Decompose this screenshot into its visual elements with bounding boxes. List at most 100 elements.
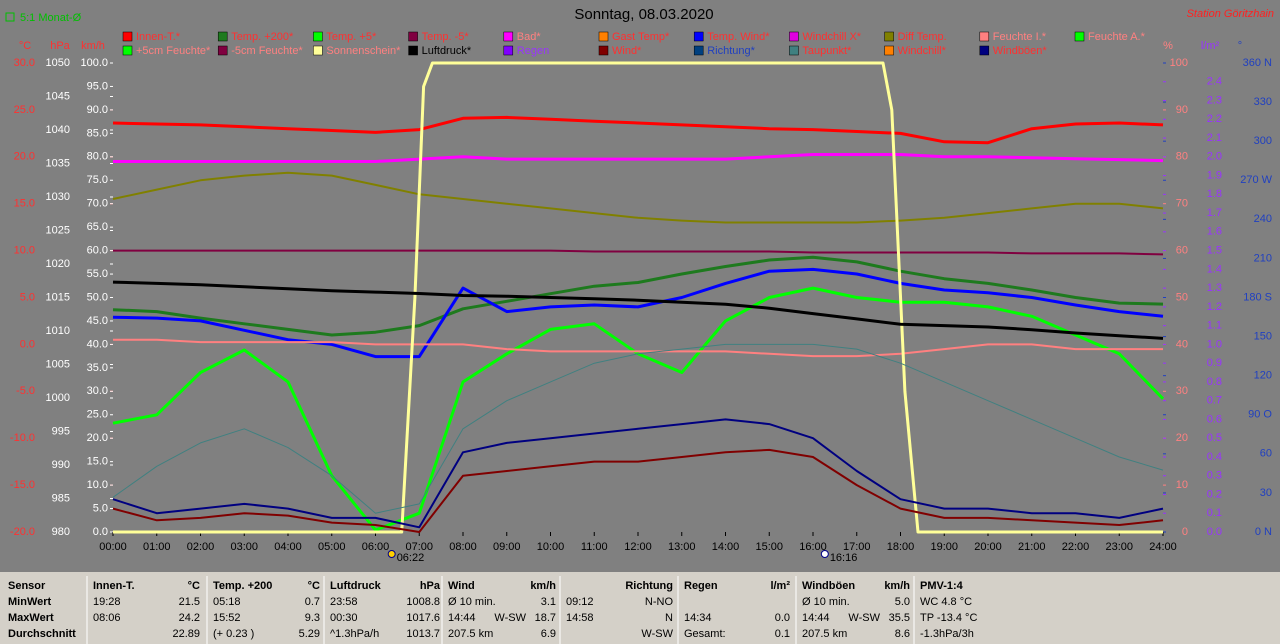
y-tick-label: 300 [1254, 135, 1272, 147]
table-cell: 3.1 [541, 596, 556, 608]
table-cell: 207.5 km [802, 628, 847, 640]
x-tick-label: 23:00 [1105, 541, 1133, 553]
y-tick-label: 1000 [46, 392, 70, 404]
axis-unit: °C [19, 40, 31, 52]
table-cell: N [665, 612, 673, 624]
table-cell: Richtung [625, 580, 673, 592]
y-tick-label: 0.6 [1207, 413, 1222, 425]
y-tick-label: 70.0 [87, 198, 108, 210]
x-tick-label: 10:00 [537, 541, 565, 553]
series-line [113, 61, 1163, 534]
x-tick-label: 00:00 [99, 541, 127, 553]
x-tick-label: 05:00 [318, 541, 346, 553]
y-tick-label: 65.0 [87, 221, 108, 233]
legend-swatch [789, 45, 799, 56]
y-tick-label: 30.0 [87, 385, 108, 397]
x-tick-label: 24:00 [1149, 541, 1177, 553]
table-cell: Luftdruck [330, 580, 382, 592]
y-tick-label: 980 [52, 526, 70, 538]
y-tick-label: 985 [52, 492, 70, 504]
legend-swatch [217, 45, 228, 56]
period-icon [5, 12, 15, 22]
y-tick-label: 75.0 [87, 174, 108, 186]
table-cell: W-SW [848, 612, 880, 624]
y-tick-label: 30.0 [14, 57, 35, 69]
table-cell: W-SW [641, 628, 673, 640]
y-tick-label: 90.0 [87, 104, 108, 116]
table-cell: Gesamt: [684, 628, 726, 640]
y-tick-label: 50.0 [87, 291, 108, 303]
table-cell: l/m² [770, 580, 790, 592]
legend-label: Feuchte I.* [993, 31, 1047, 43]
y-tick-label: 150 [1254, 330, 1272, 342]
axis-unit: hPa [50, 40, 70, 52]
x-tick-label: 09:00 [493, 541, 521, 553]
table-cell: 35.5 [889, 612, 910, 624]
legend-label: Sonnenschein* [326, 45, 401, 57]
legend-swatch [789, 31, 799, 42]
y-tick-label: 1025 [46, 224, 70, 236]
sun-label: 06:22 [397, 552, 425, 564]
x-tick-label: 14:00 [712, 541, 740, 553]
y-tick-label: 1.3 [1207, 282, 1222, 294]
table-cell: Regen [684, 580, 718, 592]
series-line [112, 343, 1164, 514]
x-tick-label: 02:00 [187, 541, 215, 553]
period: 5:1 Monat-Ø [20, 12, 82, 24]
table-cell: °C [188, 580, 200, 592]
y-tick-label: 80 [1176, 151, 1188, 163]
y-tick-label: 5.0 [20, 291, 35, 303]
y-tick-label: 0.0 [20, 338, 35, 350]
legend-label: Wind* [612, 45, 642, 57]
table-cell: TP -13.4 °C [920, 612, 977, 624]
table-cell: Windböen [802, 580, 855, 592]
legend-label: -5cm Feuchte* [231, 45, 303, 57]
y-tick-label: 0.0 [1207, 526, 1222, 538]
table-cell: 9.3 [305, 612, 320, 624]
series-line [113, 153, 1164, 163]
sun-label: 16:16 [830, 552, 858, 564]
x-tick-label: 06:00 [362, 541, 390, 553]
y-tick-label: 60.0 [87, 245, 108, 257]
y-tick-label: 100.0 [80, 57, 108, 69]
legend-label: Bad* [517, 31, 542, 43]
y-tick-label: 40 [1176, 338, 1188, 350]
x-tick-label: 20:00 [974, 541, 1002, 553]
legend-swatch [598, 31, 609, 42]
y-tick-label: 1015 [46, 291, 70, 303]
table-cell: 18.7 [535, 612, 556, 624]
y-tick-label: 0.4 [1207, 451, 1222, 463]
legend-label: Windchill X* [802, 31, 861, 43]
y-tick-label: 0.0 [93, 526, 108, 538]
y-tick-label: 2.1 [1207, 132, 1222, 144]
y-tick-label: 25.0 [87, 409, 108, 421]
table-cell: km/h [530, 580, 556, 592]
y-tick-label: 70 [1176, 198, 1188, 210]
legend-swatch [122, 45, 133, 56]
legend-label: Luftdruck* [422, 45, 472, 57]
legend-label: Temp. +5* [326, 31, 377, 43]
y-tick-label: 90 O [1248, 409, 1272, 421]
legend-swatch [598, 45, 609, 56]
y-tick-label: 2.0 [1207, 151, 1222, 163]
y-tick-label: 1.4 [1207, 263, 1222, 275]
table-cell: 24.2 [179, 612, 200, 624]
table-cell: 22.89 [172, 628, 200, 640]
y-tick-label: 0 N [1255, 526, 1272, 538]
y-tick-label: 10 [1176, 479, 1188, 491]
legend-label: Diff Temp. [898, 31, 947, 43]
y-tick-label: 1.1 [1207, 320, 1222, 332]
table-cell: 00:30 [330, 612, 358, 624]
table-cell: °C [308, 580, 320, 592]
table-background [0, 572, 1280, 644]
table-cell: PMV-1:4 [920, 580, 964, 592]
y-tick-label: 240 [1254, 213, 1272, 225]
x-tick-label: 11:00 [581, 541, 608, 553]
y-tick-label: -10.0 [10, 432, 35, 444]
y-tick-label: 270 W [1240, 174, 1272, 186]
x-tick-label: 07:00 [405, 541, 433, 553]
table-cell: hPa [420, 580, 441, 592]
axis-unit: km/h [81, 40, 105, 52]
y-tick-label: 40.0 [87, 338, 108, 350]
sun-marker [387, 550, 396, 558]
